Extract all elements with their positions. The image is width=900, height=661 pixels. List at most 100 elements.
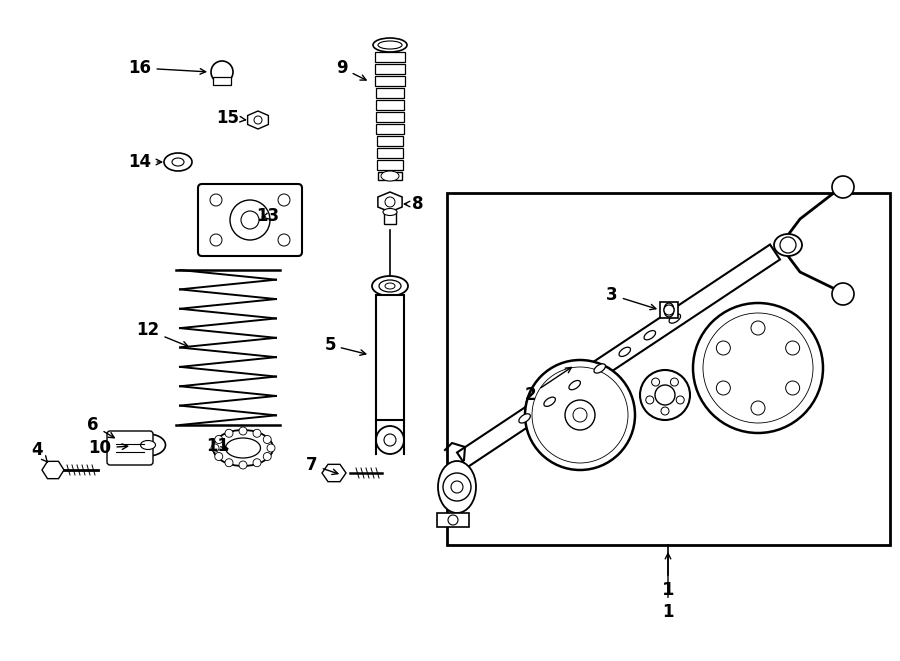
Circle shape: [443, 473, 471, 501]
Ellipse shape: [594, 364, 606, 373]
Text: 7: 7: [306, 456, 338, 475]
Circle shape: [239, 427, 247, 435]
Text: 14: 14: [129, 153, 162, 171]
Ellipse shape: [519, 414, 530, 423]
Circle shape: [451, 481, 463, 493]
Circle shape: [448, 515, 458, 525]
Text: 4: 4: [32, 441, 48, 462]
Ellipse shape: [438, 461, 476, 513]
Ellipse shape: [385, 283, 395, 289]
Bar: [377, 160, 403, 170]
Text: 9: 9: [337, 59, 366, 80]
Text: 12: 12: [137, 321, 188, 347]
Ellipse shape: [381, 171, 399, 181]
FancyBboxPatch shape: [107, 431, 153, 465]
Ellipse shape: [569, 381, 580, 390]
Bar: [376, 136, 403, 146]
Circle shape: [225, 459, 233, 467]
Circle shape: [241, 211, 259, 229]
Circle shape: [693, 303, 823, 433]
Circle shape: [278, 234, 290, 246]
Circle shape: [664, 305, 674, 315]
Bar: [376, 100, 404, 110]
Circle shape: [267, 444, 275, 452]
Circle shape: [661, 407, 669, 415]
Text: 8: 8: [404, 195, 424, 213]
Circle shape: [239, 461, 247, 469]
Text: 3: 3: [607, 286, 656, 310]
Circle shape: [703, 313, 813, 423]
Ellipse shape: [774, 234, 802, 256]
Text: 13: 13: [256, 207, 280, 225]
Bar: [660, 302, 678, 318]
Circle shape: [263, 453, 271, 461]
Circle shape: [376, 426, 404, 454]
Circle shape: [751, 401, 765, 415]
Bar: [447, 193, 890, 545]
Ellipse shape: [383, 208, 397, 215]
Circle shape: [278, 194, 290, 206]
Ellipse shape: [644, 330, 655, 340]
Ellipse shape: [373, 38, 407, 52]
Text: 1: 1: [662, 581, 674, 599]
Ellipse shape: [213, 430, 273, 466]
Circle shape: [253, 429, 261, 438]
Ellipse shape: [226, 438, 260, 458]
Bar: [375, 52, 405, 62]
Text: 10: 10: [88, 439, 128, 457]
Ellipse shape: [619, 347, 631, 356]
Text: 1: 1: [662, 553, 674, 621]
Text: 6: 6: [87, 416, 114, 438]
Circle shape: [716, 381, 731, 395]
Polygon shape: [457, 245, 780, 467]
Polygon shape: [42, 461, 64, 479]
Polygon shape: [378, 192, 402, 212]
Circle shape: [832, 176, 854, 198]
Circle shape: [573, 408, 587, 422]
Circle shape: [716, 341, 731, 355]
Circle shape: [751, 321, 765, 335]
Circle shape: [832, 283, 854, 305]
Ellipse shape: [669, 314, 680, 323]
Bar: [384, 212, 396, 224]
Ellipse shape: [140, 440, 156, 449]
Ellipse shape: [664, 303, 674, 317]
Bar: [375, 88, 404, 98]
Circle shape: [211, 444, 219, 452]
Polygon shape: [248, 111, 268, 129]
Circle shape: [385, 197, 395, 207]
Circle shape: [655, 385, 675, 405]
Bar: [376, 124, 403, 134]
Circle shape: [646, 396, 653, 404]
Polygon shape: [322, 464, 346, 482]
Bar: [437, 513, 469, 527]
Circle shape: [225, 429, 233, 438]
Ellipse shape: [164, 153, 192, 171]
Bar: [376, 295, 404, 420]
Circle shape: [215, 453, 223, 461]
Circle shape: [384, 434, 396, 446]
Bar: [376, 112, 404, 122]
Bar: [378, 172, 402, 180]
Circle shape: [532, 367, 628, 463]
Circle shape: [780, 237, 796, 253]
Circle shape: [254, 116, 262, 124]
Circle shape: [786, 381, 799, 395]
Bar: [375, 64, 405, 74]
Circle shape: [263, 436, 271, 444]
Circle shape: [640, 370, 690, 420]
Bar: [377, 148, 403, 158]
Circle shape: [652, 378, 660, 386]
Circle shape: [253, 459, 261, 467]
Ellipse shape: [130, 434, 166, 456]
Circle shape: [786, 341, 799, 355]
Text: 16: 16: [129, 59, 206, 77]
Circle shape: [525, 360, 635, 470]
Circle shape: [215, 436, 223, 444]
Ellipse shape: [211, 61, 233, 83]
Text: 5: 5: [324, 336, 365, 356]
Ellipse shape: [379, 280, 401, 292]
Circle shape: [230, 200, 270, 240]
Text: 15: 15: [217, 109, 246, 127]
Text: 2: 2: [524, 368, 572, 404]
